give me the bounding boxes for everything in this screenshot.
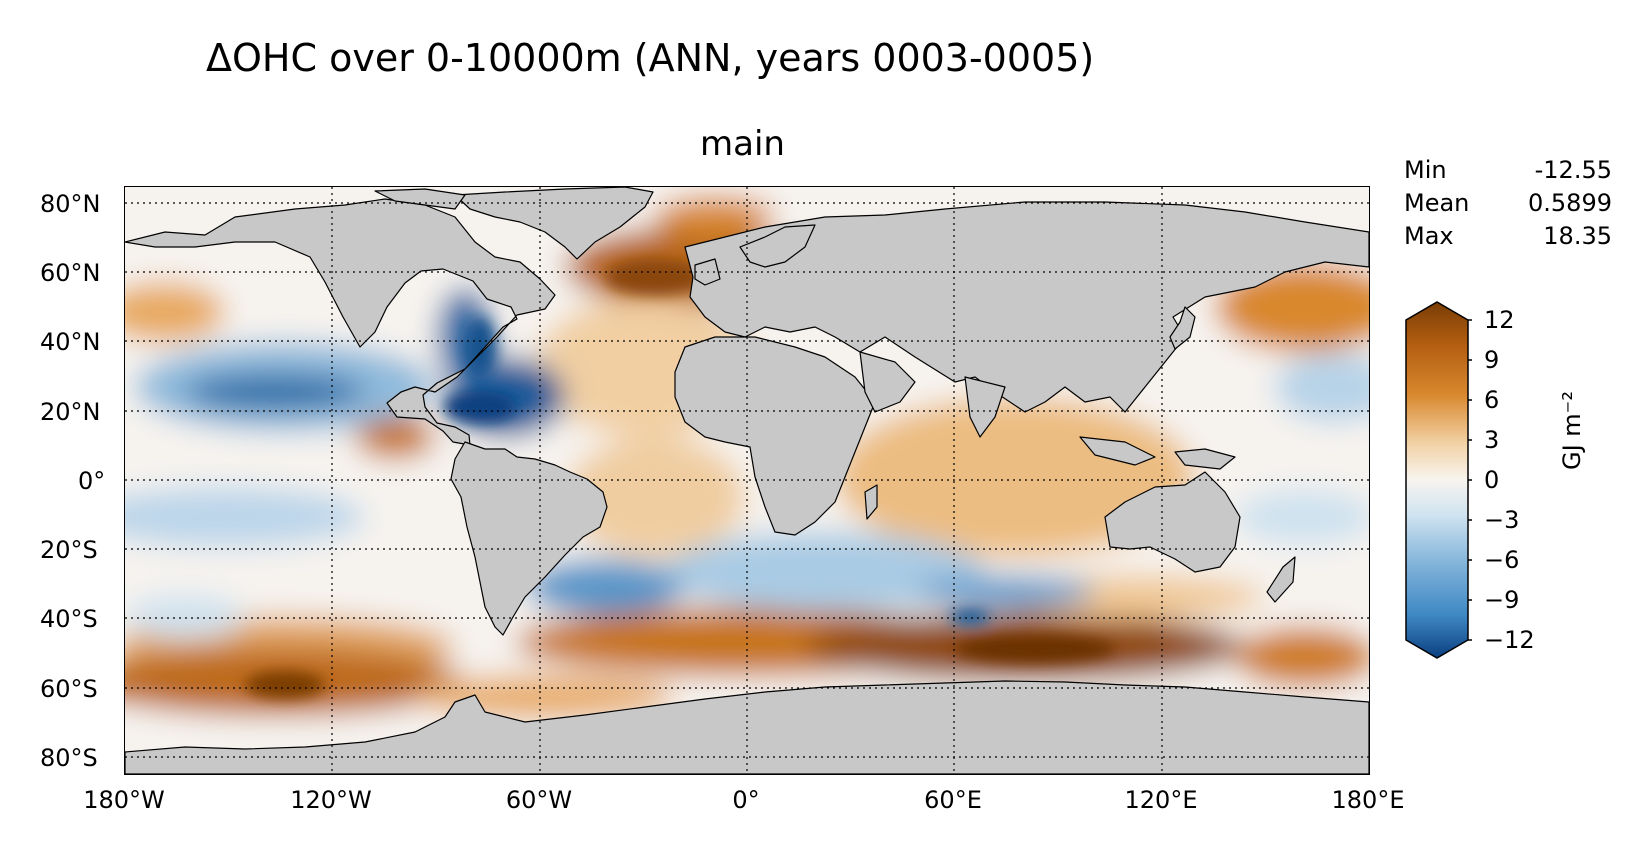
- lon-label: 60°W: [505, 786, 573, 814]
- colorbar-tick: 6: [1484, 386, 1500, 414]
- panel-subtitle: main: [700, 124, 785, 164]
- lon-label: 180°E: [1331, 786, 1405, 814]
- colorbar-tick: −3: [1484, 506, 1520, 534]
- stat-min: Min -12.55: [1404, 154, 1612, 187]
- stat-mean: Mean 0.5899: [1404, 187, 1612, 220]
- colorbar-units: GJ m⁻²: [1558, 391, 1586, 470]
- lat-label: 20°N: [40, 398, 101, 426]
- colorbar-tick: −6: [1484, 546, 1520, 574]
- stat-label: Min: [1404, 156, 1447, 184]
- colorbar-tick: 0: [1484, 466, 1500, 494]
- ohc-map: [125, 187, 1369, 774]
- lat-label: 60°N: [40, 259, 101, 287]
- colorbar-tick: 9: [1484, 346, 1500, 374]
- colorbar-body: [1405, 301, 1469, 659]
- lat-label: 40°S: [40, 605, 98, 633]
- colorbar-tick: 3: [1484, 426, 1500, 454]
- lat-label: 20°S: [40, 536, 98, 564]
- lat-label: 80°S: [40, 744, 98, 772]
- stat-value: 18.35: [1543, 222, 1612, 250]
- lon-label: 120°W: [290, 786, 372, 814]
- colorbar-tick: −9: [1484, 586, 1520, 614]
- lat-label: 80°N: [40, 190, 101, 218]
- figure-title: ΔOHC over 0-10000m (ANN, years 0003-0005…: [206, 36, 1095, 80]
- lon-label: 180°W: [83, 786, 165, 814]
- colorbar-tick: −12: [1484, 626, 1535, 654]
- colorbar-tick: 12: [1484, 306, 1515, 334]
- lat-label: 40°N: [40, 328, 101, 356]
- land: [125, 187, 1369, 774]
- anomaly-extremes: [245, 259, 1115, 699]
- lon-label: 120°E: [1124, 786, 1198, 814]
- lat-label: 60°S: [40, 675, 98, 703]
- stat-label: Max: [1404, 222, 1454, 250]
- lat-label: 0°: [78, 467, 106, 495]
- stat-value: 0.5899: [1528, 189, 1612, 217]
- stat-max: Max 18.35: [1404, 220, 1612, 253]
- colorbar: [1405, 301, 1472, 659]
- lon-label: 0°: [732, 786, 760, 814]
- stats-panel: Min -12.55 Mean 0.5899 Max 18.35: [1404, 154, 1612, 253]
- stat-label: Mean: [1404, 189, 1470, 217]
- lon-label: 60°E: [924, 786, 982, 814]
- gridlines: [125, 187, 1369, 774]
- stat-value: -12.55: [1534, 156, 1612, 184]
- map-panel: [124, 186, 1370, 775]
